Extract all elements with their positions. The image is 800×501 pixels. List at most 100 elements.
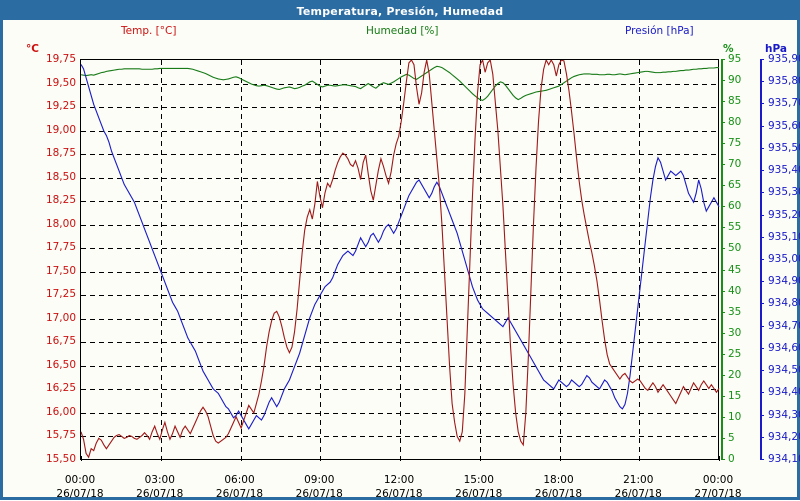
- y-tick-pressure: 935,00: [768, 253, 800, 265]
- y-tick-mark-pressure: [760, 436, 764, 438]
- y-tick-mark-humidity: [721, 185, 725, 187]
- y-tick-mark-pressure: [760, 303, 764, 305]
- y-tick-mark-humidity: [721, 395, 725, 397]
- y-tick-pressure: 934,30: [768, 408, 800, 421]
- y-tick-temperature: 15,50: [45, 453, 76, 465]
- y-tick-mark-humidity: [721, 353, 725, 355]
- y-tick-temperature: 17,75: [45, 241, 76, 254]
- y-tick-temperature: 18,25: [45, 194, 76, 207]
- y-tick-mark-humidity: [721, 164, 725, 166]
- y-tick-mark-pressure: [760, 347, 764, 349]
- y-tick-humidity: 50: [728, 242, 742, 255]
- y-tick-humidity: 95: [728, 53, 742, 65]
- y-tick-mark-pressure: [760, 459, 764, 460]
- y-tick-humidity: 40: [728, 284, 742, 297]
- legend-item-humidity: Humedad [%]: [366, 25, 439, 37]
- y-tick-mark-pressure: [760, 147, 764, 149]
- y-tick-temperature: 15,75: [45, 429, 76, 442]
- y-tick-pressure: 934,80: [768, 297, 800, 310]
- y-tick-temperature: 16,50: [45, 358, 76, 371]
- y-tick-temperature: 18,75: [45, 147, 76, 160]
- x-tick-date: 26/07/18: [614, 488, 662, 500]
- y-tick-pressure: 935,40: [768, 164, 800, 177]
- x-tick-time: 15:00: [463, 474, 494, 486]
- y-tick-humidity: 45: [728, 263, 742, 276]
- y-tick-mark-humidity: [721, 101, 725, 103]
- y-tick-mark-humidity: [721, 122, 725, 124]
- y-tick-humidity: 30: [728, 326, 742, 339]
- y-tick-pressure: 935,60: [768, 119, 800, 132]
- y-tick-temperature: 17,00: [45, 311, 76, 324]
- y-tick-mark-pressure: [760, 59, 764, 60]
- y-tick-pressure: 935,80: [768, 75, 800, 88]
- series-line-temperature: [81, 60, 720, 459]
- y-tick-humidity: 70: [728, 158, 742, 171]
- x-tick-date: 26/07/18: [56, 488, 104, 500]
- x-tick-label: 03:00 26/07/18: [136, 473, 183, 501]
- y-axis-pressure: 935,90 935,80 935,70 935,60 935,50 935,40 935,…: [760, 53, 800, 465]
- y-tick-mark-pressure: [760, 103, 764, 105]
- y-tick-pressure: 934,20: [768, 430, 800, 443]
- y-tick-mark-humidity: [721, 227, 725, 229]
- x-tick-time: 06:00: [224, 474, 255, 486]
- y-tick-mark-humidity: [721, 459, 725, 460]
- y-tick-mark-pressure: [760, 125, 764, 127]
- y-tick-pressure: 934,90: [768, 275, 800, 288]
- x-tick-date: 26/07/18: [455, 488, 503, 500]
- y-tick-temperature: 17,25: [45, 288, 76, 301]
- y-tick-mark-pressure: [760, 392, 764, 394]
- y-tick-humidity: 20: [728, 368, 742, 381]
- window-title-bar: Temperatura, Presión, Humedad: [3, 3, 797, 20]
- y-tick-pressure: 934,70: [768, 319, 800, 332]
- y-tick-mark-pressure: [760, 281, 764, 283]
- y-tick-mark-pressure: [760, 325, 764, 327]
- x-tick-date: 26/07/18: [375, 488, 423, 500]
- x-tick-date: 27/07/18: [694, 488, 742, 500]
- x-tick-time: 18:00: [543, 474, 574, 486]
- y-tick-temperature: 19,25: [45, 100, 76, 113]
- x-axis-time: 00:00 26/07/18 03:00 26/07/18 06:00 26/07/18 0…: [3, 465, 800, 501]
- y-tick-mark-humidity: [721, 332, 725, 334]
- y-tick-humidity: 35: [728, 305, 742, 318]
- vertical-grid-lines: [81, 60, 720, 461]
- y-tick-pressure: 934,10: [768, 453, 800, 465]
- x-tick-label: 09:00 26/07/18: [296, 473, 343, 501]
- x-tick-label: 00:00 27/07/18: [694, 473, 741, 501]
- y-tick-pressure: 935,50: [768, 141, 800, 154]
- x-tick-date: 26/07/18: [534, 488, 583, 500]
- x-tick-time: 21:00: [623, 474, 654, 486]
- y-tick-mark-humidity: [721, 437, 725, 439]
- y-tick-mark-pressure: [760, 170, 764, 172]
- y-tick-humidity: 0: [728, 453, 735, 465]
- axis-caption-hpa: hPa: [765, 43, 787, 55]
- y-tick-humidity: 80: [728, 116, 742, 129]
- x-tick-date: 26/07/18: [136, 488, 184, 500]
- y-tick-pressure: 934,40: [768, 386, 800, 399]
- y-tick-temperature: 19,75: [45, 53, 76, 65]
- y-tick-pressure: 934,60: [768, 341, 800, 354]
- y-tick-humidity: 65: [728, 179, 742, 192]
- y-tick-mark-humidity: [721, 143, 725, 145]
- y-tick-temperature: 19,00: [45, 123, 76, 136]
- y-axis-humidity: 95 90 85 80 75 70 65 60 55 50 45 40 35 30 25 20 15 10 5 0: [721, 53, 749, 465]
- x-tick-time: 03:00: [144, 474, 175, 486]
- x-tick-time: 09:00: [304, 474, 335, 486]
- x-tick-label: 00:00 26/07/18: [56, 473, 103, 501]
- y-tick-mark-humidity: [721, 206, 725, 208]
- x-tick-time: 00:00: [702, 474, 734, 486]
- y-tick-mark-pressure: [760, 236, 764, 238]
- y-tick-humidity: 75: [728, 137, 742, 150]
- y-axis-temperature: 19,75 19,50 19,25 19,00 18,75 18,50 18,25 18,00…: [3, 53, 76, 465]
- x-tick-label: 12:00 26/07/18: [375, 473, 422, 501]
- y-tick-humidity: 85: [728, 95, 742, 108]
- y-tick-pressure: 935,20: [768, 208, 800, 221]
- page-title: Temperatura, Presión, Humedad: [296, 5, 504, 18]
- chart-canvas: [81, 60, 720, 461]
- y-tick-mark-humidity: [721, 416, 725, 418]
- y-tick-mark-humidity: [721, 269, 725, 271]
- series-line-humidity: [81, 65, 719, 102]
- series-line-pressure: [81, 64, 720, 430]
- y-tick-pressure: 935,30: [768, 186, 800, 199]
- y-tick-pressure: 935,70: [768, 97, 800, 110]
